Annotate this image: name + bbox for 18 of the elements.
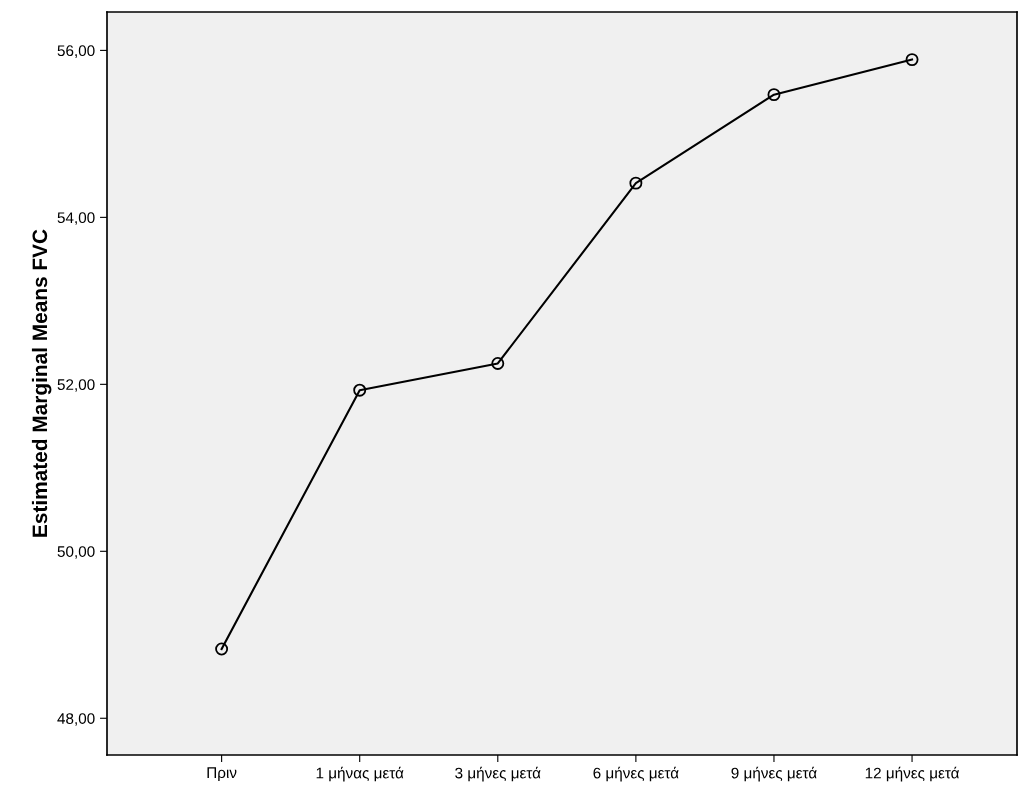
- point: [491, 357, 505, 370]
- y-axis-title: Estimated Marginal Means FVC: [31, 229, 52, 537]
- y-tick-label: 54,00: [57, 212, 95, 225]
- point: [353, 383, 367, 397]
- x-tick-label: 3 μήνες μετά: [455, 766, 541, 782]
- point: [767, 88, 781, 102]
- y-tick-label: 52,00: [57, 379, 95, 392]
- x-tick-label: 12 μήνες μετά: [865, 766, 960, 782]
- y-tick-label: 50,00: [57, 546, 95, 559]
- point: [629, 176, 643, 190]
- y-tick-label: 56,00: [57, 45, 95, 58]
- point: [215, 642, 229, 656]
- x-tick-label: 6 μήνες μετά: [593, 766, 679, 782]
- x-tick-label: 9 μήνες μετά: [731, 766, 817, 782]
- y-tick-label: 48,00: [57, 713, 95, 726]
- x-tick-label: 1 μήνας μετά: [316, 766, 404, 782]
- point: [905, 53, 919, 67]
- x-tick-label: Πριν: [207, 767, 237, 782]
